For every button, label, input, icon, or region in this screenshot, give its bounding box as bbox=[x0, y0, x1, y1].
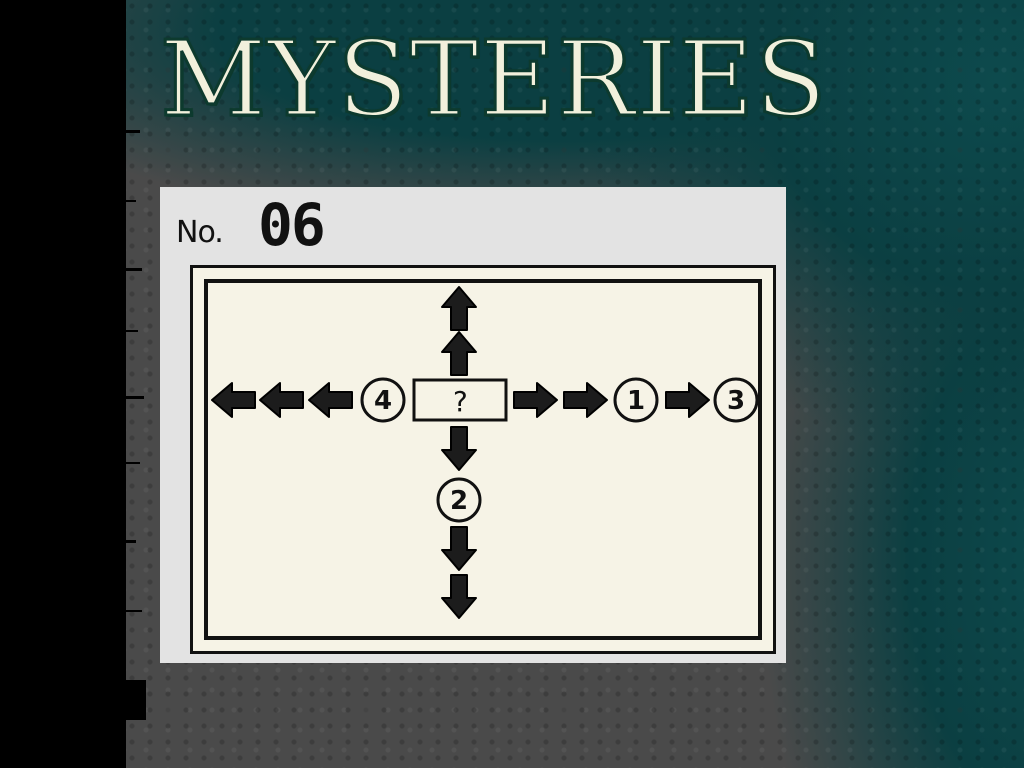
screen-title: MYSTERIES bbox=[159, 18, 828, 140]
puzzle-card[interactable] bbox=[190, 265, 776, 654]
left-bar-fringe bbox=[100, 0, 146, 768]
mystery-panel: No. 06 bbox=[160, 187, 786, 663]
mystery-number: 06 bbox=[258, 191, 326, 259]
left-black-bar bbox=[0, 0, 118, 768]
puzzle-inner-border bbox=[204, 279, 762, 640]
number-label: No. bbox=[176, 215, 224, 250]
